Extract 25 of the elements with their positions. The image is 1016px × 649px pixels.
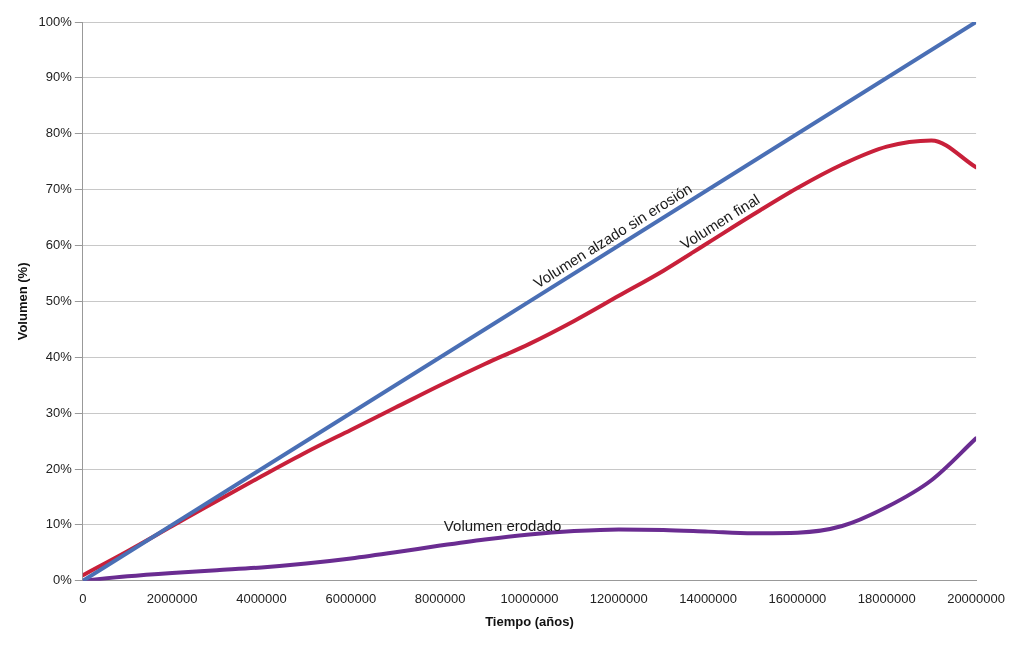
y-tick-label: 10% (45, 516, 73, 532)
x-tick-label: 14000000 (679, 591, 738, 607)
x-tick-label: 10000000 (500, 591, 559, 607)
y-tick-label: 70% (45, 181, 73, 197)
y-tick-label: 100% (38, 13, 73, 29)
x-axis-title: Tiempo (años) (485, 613, 574, 629)
x-tick-label: 8000000 (414, 591, 466, 607)
x-tick-label: 4000000 (236, 591, 287, 607)
y-tick-label: 90% (45, 69, 73, 85)
y-axis-title: Volumen (%) (15, 262, 31, 341)
x-tick-label: 12000000 (589, 591, 648, 607)
x-tick-label: 0 (79, 591, 87, 607)
y-tick-label: 30% (45, 404, 73, 420)
x-tick-label: 20000000 (947, 591, 1005, 607)
y-tick-label: 80% (45, 125, 73, 141)
x-tick-label: 16000000 (768, 591, 827, 607)
x-tick-label: 2000000 (146, 591, 198, 607)
x-tick-label: 6000000 (325, 591, 377, 607)
y-tick-label: 50% (45, 292, 73, 308)
y-tick-label: 0% (53, 572, 73, 588)
y-tick-label: 60% (45, 237, 73, 253)
y-tick-label: 20% (45, 460, 73, 476)
series-label: Volumen erodado (443, 517, 562, 535)
y-tick-label: 40% (45, 348, 73, 364)
x-tick-label: 18000000 (857, 591, 916, 607)
